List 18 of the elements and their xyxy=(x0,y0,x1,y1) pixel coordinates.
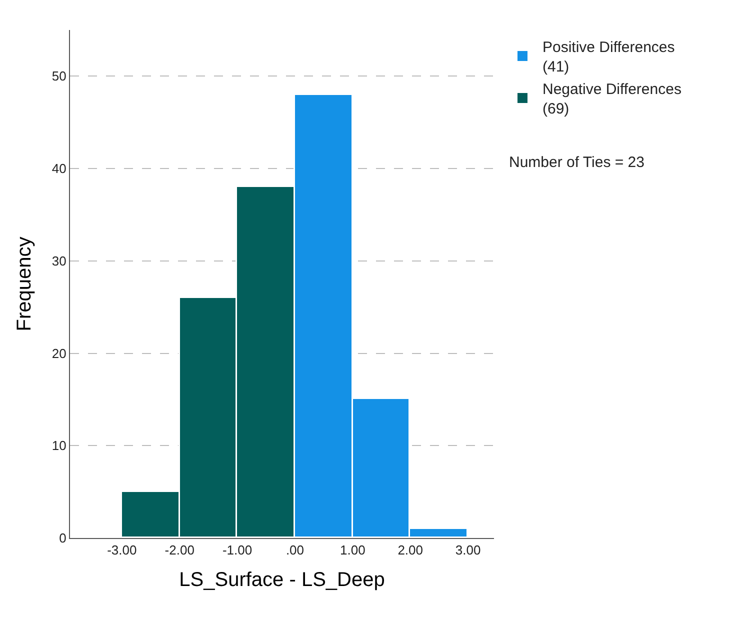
y-tick-label: 0 xyxy=(59,530,66,546)
x-axis-title: LS_Surface - LS_Deep xyxy=(179,569,385,592)
y-tick-label: 30 xyxy=(52,253,66,268)
y-tick-label: 10 xyxy=(52,438,66,454)
y-axis-title: Frequency xyxy=(13,236,36,332)
x-tick-label: 1.00 xyxy=(340,542,366,558)
y-tick-label: 20 xyxy=(52,346,66,361)
x-tick-label: 2.00 xyxy=(398,542,424,558)
legend-label: Positive Differences (41) xyxy=(542,39,675,76)
legend-label: Negative Differences (69) xyxy=(542,81,682,118)
y-tick-label: 50 xyxy=(52,68,66,84)
x-tick-label: -2.00 xyxy=(164,542,194,558)
y-tick-label: 40 xyxy=(52,161,66,176)
text: Number of Ties = 23 xyxy=(509,154,644,171)
x-tick-label: -3.00 xyxy=(107,542,137,558)
x-tick-label: -1.00 xyxy=(222,542,252,558)
x-tick-label: 3.00 xyxy=(455,542,481,558)
x-tick-label: .00 xyxy=(286,542,304,558)
